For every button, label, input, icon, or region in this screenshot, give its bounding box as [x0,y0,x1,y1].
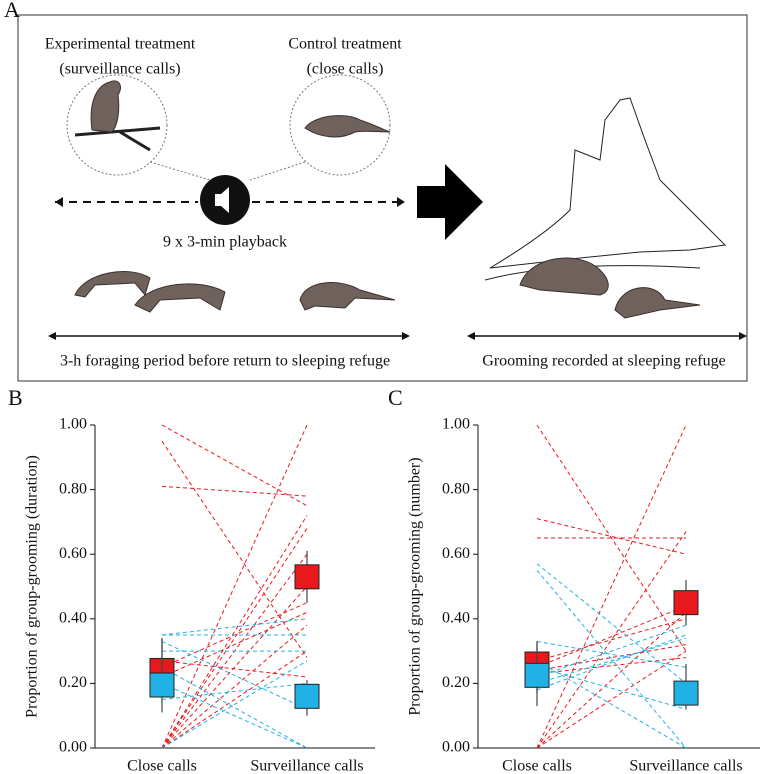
big-arrow [417,164,483,240]
caption: Experimental treatment [45,36,196,53]
y-tick-label: 0.80 [442,480,470,497]
paired-line [161,440,308,658]
paired-line [536,657,687,675]
paired-line [536,634,687,691]
panel-label: A [4,0,20,22]
paired-line [536,570,687,749]
mean-square [294,564,320,590]
paired-line [536,644,687,671]
y-tick-label: 0.20 [442,674,470,691]
caption: (close calls) [307,61,384,78]
paired-line [536,563,687,684]
paired-line [161,611,308,678]
paired-line [161,586,308,749]
y-tick-label: 1.00 [59,416,87,433]
inset-circle [289,74,391,176]
mongoose [299,282,396,311]
y-tick-label: 0.20 [59,674,87,691]
mean-square [149,672,175,698]
y-tick-label: 0.00 [59,739,87,756]
mongoose [304,115,391,138]
paired-line [161,618,308,636]
y-tick-label: 1.00 [442,416,470,433]
paired-line [536,637,687,684]
paired-line [536,531,687,749]
paired-line [536,624,687,678]
y-tick-label: 0.60 [59,545,87,562]
connector [149,161,211,181]
y-tick-label: 0.60 [442,545,470,562]
x-tick-label: Surveillance calls [250,758,363,774]
paired-line [161,485,308,497]
caption: Control treatment [288,36,402,53]
inset-circle [66,74,168,176]
paired-line [161,424,308,507]
paired-line [161,624,308,749]
mean-square [294,683,320,709]
speaker-glyph [215,187,229,213]
termite-mound [489,97,727,269]
mongoose [90,80,121,133]
paired-line [536,640,687,668]
y-tick-label: 0.80 [59,480,87,497]
x-tick-label: Close calls [127,758,197,774]
caption: 3-h foraging period before return to sle… [60,353,390,370]
mean-square [673,680,699,706]
paired-line [536,518,687,555]
paired-line [161,666,308,749]
x-tick-label: Surveillance calls [629,758,742,774]
paired-line [161,660,308,749]
paired-line [161,650,308,749]
panel-frame [17,14,748,382]
grooming-mongooses [614,287,701,319]
panel-label: C [388,385,403,410]
paired-line [536,666,687,710]
mean-square [673,590,699,616]
paired-line [161,515,308,749]
branch [74,126,161,152]
mongoose [74,271,151,298]
y-tick-label: 0.40 [442,609,470,626]
paired-line [536,650,687,749]
y-tick-label: 0.00 [442,739,470,756]
mean-square [524,662,550,688]
grooming-mongooses [519,257,609,296]
caption: 9 x 3-min playback [163,234,287,251]
paired-line [161,424,308,749]
y-axis-label: Proportion of group-grooming (duration) [24,455,41,718]
connector [249,161,306,181]
paired-line [536,611,687,749]
paired-line [536,605,687,668]
paired-line [161,528,308,749]
paired-line [161,682,308,701]
y-axis-label: Proportion of group-grooming (number) [407,457,424,715]
panel-a: A Experimental treatment (surveillance c… [4,0,748,382]
paired-line [161,640,308,710]
paired-line [536,618,687,662]
paired-line [161,682,308,749]
paired-line [536,424,687,749]
panel-label: B [8,385,23,410]
caption: Grooming recorded at sleeping refuge [482,353,725,370]
caption: (surveillance calls) [59,61,180,78]
y-tick-label: 0.40 [59,609,87,626]
mongoose [134,283,226,313]
paired-line [536,424,687,652]
paired-line [161,660,308,678]
x-tick-label: Close calls [502,758,572,774]
paired-line [536,660,687,749]
